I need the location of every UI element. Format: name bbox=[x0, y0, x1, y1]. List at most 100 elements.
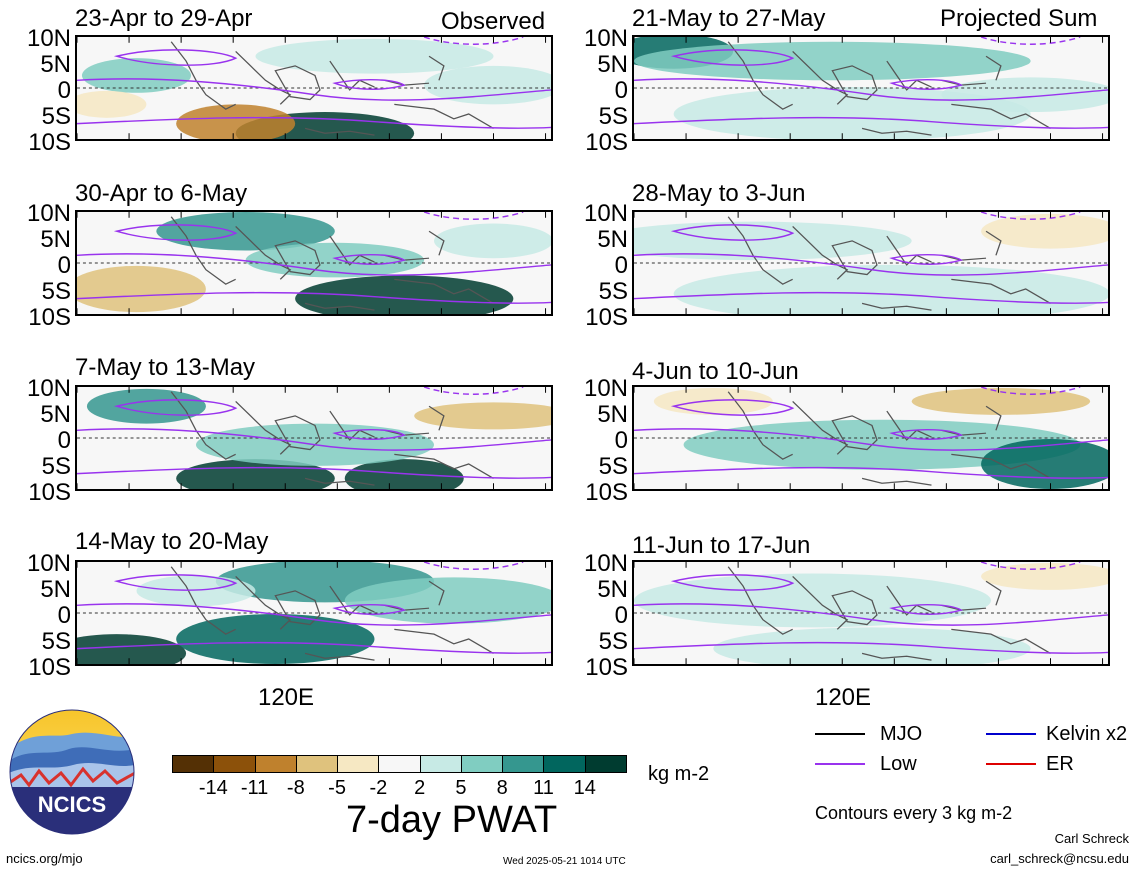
colorbar-tick-label: 11 bbox=[533, 777, 554, 799]
lat-label: 10S bbox=[28, 129, 71, 156]
panel-label-observed: Observed bbox=[441, 8, 546, 35]
lat-label: 10S bbox=[28, 654, 71, 681]
lon-label-left: 120E bbox=[257, 684, 315, 711]
map-panel-8 bbox=[632, 560, 1110, 666]
lat-label: 0 bbox=[614, 77, 628, 104]
legend-line-low bbox=[815, 763, 865, 765]
colorbar-tick-label: -14 bbox=[198, 777, 228, 799]
colorbar-cell bbox=[460, 755, 504, 773]
lat-label: 5N bbox=[40, 576, 71, 603]
map-panel-3 bbox=[75, 385, 553, 491]
legend-swatch-er bbox=[986, 754, 1036, 774]
colorbar-tick-label: 5 bbox=[455, 777, 467, 799]
map-panel-2 bbox=[75, 210, 553, 316]
lat-label: 10S bbox=[585, 304, 628, 331]
map-panel-6 bbox=[632, 210, 1110, 316]
lat-label: 0 bbox=[57, 427, 71, 454]
colorbar-cell bbox=[172, 755, 215, 773]
lat-label: 5N bbox=[597, 401, 628, 428]
logo-text: NCICS bbox=[38, 792, 106, 817]
lat-label: 10S bbox=[28, 479, 71, 506]
lat-label: 0 bbox=[614, 602, 628, 629]
lat-label: 10N bbox=[583, 200, 628, 227]
legend-swatch-kelvin bbox=[986, 724, 1036, 744]
lat-label: 5N bbox=[597, 226, 628, 253]
map-panel-7 bbox=[632, 385, 1110, 491]
panel-title-6: 28-May to 3-Jun bbox=[632, 180, 806, 207]
panel-title-7: 4-Jun to 10-Jun bbox=[632, 358, 799, 385]
lat-label: 0 bbox=[57, 77, 71, 104]
lat-label: 10S bbox=[28, 304, 71, 331]
lat-label: 10N bbox=[26, 550, 71, 577]
colorbar-cell bbox=[295, 755, 339, 773]
footer-email: carl_schreck@ncsu.edu bbox=[990, 851, 1129, 866]
lat-label: 5S bbox=[598, 103, 628, 130]
lat-label: 10N bbox=[583, 375, 628, 402]
lat-label: 10S bbox=[585, 129, 628, 156]
lat-label: 5N bbox=[597, 51, 628, 78]
lat-label: 0 bbox=[614, 252, 628, 279]
lat-label: 10N bbox=[583, 550, 628, 577]
legend-label-kelvin: Kelvin x2 bbox=[1046, 723, 1128, 745]
legend-label-low: Low bbox=[880, 753, 917, 775]
colorbar-cell bbox=[254, 755, 297, 773]
colorbar-tick-label: 8 bbox=[496, 777, 508, 799]
panel-title-5: 21-May to 27-May bbox=[632, 5, 826, 32]
lat-label: 0 bbox=[57, 602, 71, 629]
colorbar-cell bbox=[502, 755, 545, 773]
lat-label: 5N bbox=[40, 51, 71, 78]
legend-line-mjo bbox=[815, 733, 865, 735]
colorbar-cell bbox=[378, 755, 421, 773]
colorbar-cell bbox=[419, 755, 462, 773]
legend-label-mjo: MJO bbox=[880, 723, 923, 745]
lat-label: 10N bbox=[26, 25, 71, 52]
colorbar-title: 7-day PWAT bbox=[346, 799, 558, 841]
colorbar-tick-label: -11 bbox=[240, 777, 269, 799]
panel-title-1: 23-Apr to 29-Apr bbox=[75, 5, 253, 32]
lat-label: 5N bbox=[40, 226, 71, 253]
lat-label: 5N bbox=[597, 576, 628, 603]
colorbar-tick-label: -5 bbox=[328, 777, 346, 799]
lat-label: 5S bbox=[598, 628, 628, 655]
colorbar-tick-label: -8 bbox=[286, 777, 305, 799]
panel-title-4: 14-May to 20-May bbox=[75, 528, 269, 555]
colorbar-cell bbox=[584, 755, 627, 773]
lat-label: 10N bbox=[583, 25, 628, 52]
lon-label-right: 120E bbox=[814, 684, 872, 711]
lat-label: 10N bbox=[26, 200, 71, 227]
legend-line-er bbox=[986, 763, 1036, 765]
colorbar bbox=[172, 755, 627, 773]
colorbar-tick-label: 14 bbox=[573, 777, 596, 799]
contour-note: Contours every 3 kg m-2 bbox=[815, 803, 1013, 823]
map-panel-4 bbox=[75, 560, 553, 666]
colorbar-cell bbox=[337, 755, 380, 773]
panel-label-projected: Projected Sum bbox=[940, 5, 1098, 32]
legend-line-kelvin bbox=[986, 733, 1036, 735]
footer-author: Carl Schreck bbox=[1054, 831, 1129, 846]
legend-swatch-low bbox=[815, 754, 865, 774]
colorbar-units: kg m-2 bbox=[648, 763, 710, 785]
lat-label: 0 bbox=[57, 252, 71, 279]
map-panel-1 bbox=[75, 35, 553, 141]
lat-label: 5N bbox=[40, 401, 71, 428]
footer-timestamp: Wed 2025-05-21 1014 UTC bbox=[503, 856, 626, 867]
lat-label: 5S bbox=[41, 628, 71, 655]
colorbar-tick-label: 2 bbox=[414, 777, 426, 799]
lat-label: 5S bbox=[598, 278, 628, 305]
lat-label: 5S bbox=[41, 103, 71, 130]
lat-label: 5S bbox=[41, 453, 71, 480]
colorbar-cell bbox=[213, 755, 256, 773]
panel-title-8: 11-Jun to 17-Jun bbox=[632, 532, 811, 559]
lat-label: 10S bbox=[585, 479, 628, 506]
panel-title-3: 7-May to 13-May bbox=[75, 354, 256, 381]
legend-label-er: ER bbox=[1046, 753, 1074, 775]
map-panel-5 bbox=[632, 35, 1110, 141]
lat-label: 5S bbox=[598, 453, 628, 480]
colorbar-cell bbox=[543, 755, 586, 773]
lat-label: 10S bbox=[585, 654, 628, 681]
panel-title-2: 30-Apr to 6-May bbox=[75, 180, 248, 207]
lat-label: 10N bbox=[26, 375, 71, 402]
footer-url: ncics.org/mjo bbox=[6, 851, 83, 866]
legend-swatch-mjo bbox=[815, 724, 865, 744]
lat-label: 0 bbox=[614, 427, 628, 454]
